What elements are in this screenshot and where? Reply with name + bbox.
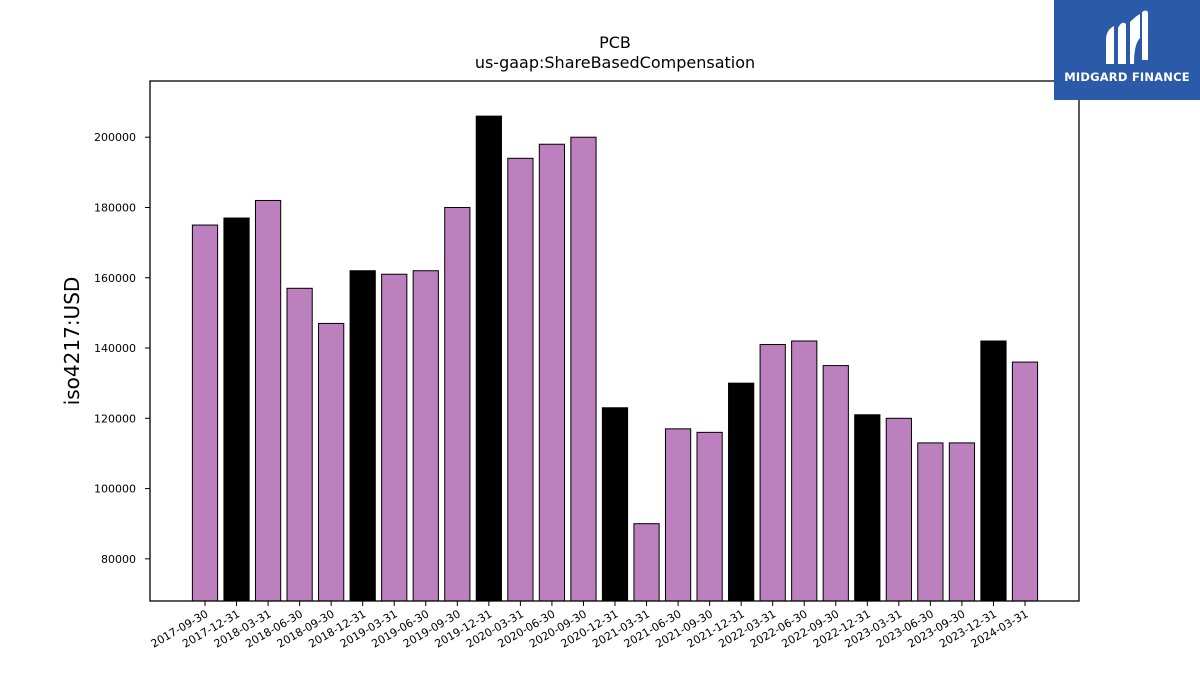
y-axis-label: iso4217:USD bbox=[60, 277, 84, 406]
bar-2018-09-30 bbox=[318, 322, 345, 602]
bar-2024-03-31 bbox=[1011, 361, 1039, 602]
bar-2019-12-31 bbox=[475, 115, 502, 602]
y-tick-label: 100000 bbox=[94, 483, 136, 496]
x-ticks-group: 2017-09-302017-12-312018-03-312018-06-30… bbox=[149, 601, 1031, 651]
bar-2020-03-31 bbox=[507, 157, 534, 602]
bars-group bbox=[191, 115, 1039, 602]
bar-2021-06-30 bbox=[664, 428, 692, 602]
bar-2022-09-30 bbox=[822, 365, 849, 602]
bar-2020-12-31 bbox=[601, 407, 629, 602]
bar-2020-06-30 bbox=[538, 143, 566, 602]
bar-2019-06-30 bbox=[412, 270, 439, 602]
midgard-logo-icon bbox=[1106, 10, 1148, 65]
chart-subtitle: us-gaap:ShareBasedCompensation bbox=[475, 53, 755, 72]
bar-2023-09-30 bbox=[948, 442, 976, 602]
bar-2022-03-31 bbox=[759, 344, 786, 602]
y-tick-label: 80000 bbox=[101, 553, 136, 566]
bar-2018-06-30 bbox=[286, 287, 313, 602]
plot-frame bbox=[149, 80, 1080, 602]
midgard-finance-logo: MIDGARD FINANCE bbox=[1054, 0, 1200, 100]
bar-2018-03-31 bbox=[254, 199, 282, 602]
logo-text: MIDGARD FINANCE bbox=[1064, 70, 1190, 84]
bar-2021-03-31 bbox=[633, 523, 660, 602]
bar-2021-09-30 bbox=[696, 431, 723, 602]
y-tick-label: 140000 bbox=[94, 342, 136, 355]
bar-2023-06-30 bbox=[917, 442, 944, 602]
y-tick-label: 160000 bbox=[94, 272, 136, 285]
y-tick-label: 180000 bbox=[94, 201, 136, 214]
bar-2020-09-30 bbox=[570, 136, 597, 602]
y-ticks-group: 80000 100000 120000 140000 160000 180000 20000… bbox=[94, 131, 150, 566]
bar-2018-12-31 bbox=[349, 270, 376, 602]
bar-2019-03-31 bbox=[381, 273, 408, 602]
chart-title: PCB bbox=[599, 33, 631, 52]
bar-2021-12-31 bbox=[728, 382, 755, 602]
bar-2017-12-31 bbox=[223, 217, 250, 602]
bar-2022-12-31 bbox=[854, 414, 881, 602]
y-tick-label: 120000 bbox=[94, 412, 136, 425]
y-tick-label: 200000 bbox=[94, 131, 136, 144]
bar-2019-09-30 bbox=[444, 206, 471, 602]
bar-2023-12-31 bbox=[980, 340, 1007, 602]
bar-2017-09-30 bbox=[191, 224, 219, 602]
bar-2022-06-30 bbox=[791, 340, 818, 602]
bar-2023-03-31 bbox=[885, 417, 912, 602]
